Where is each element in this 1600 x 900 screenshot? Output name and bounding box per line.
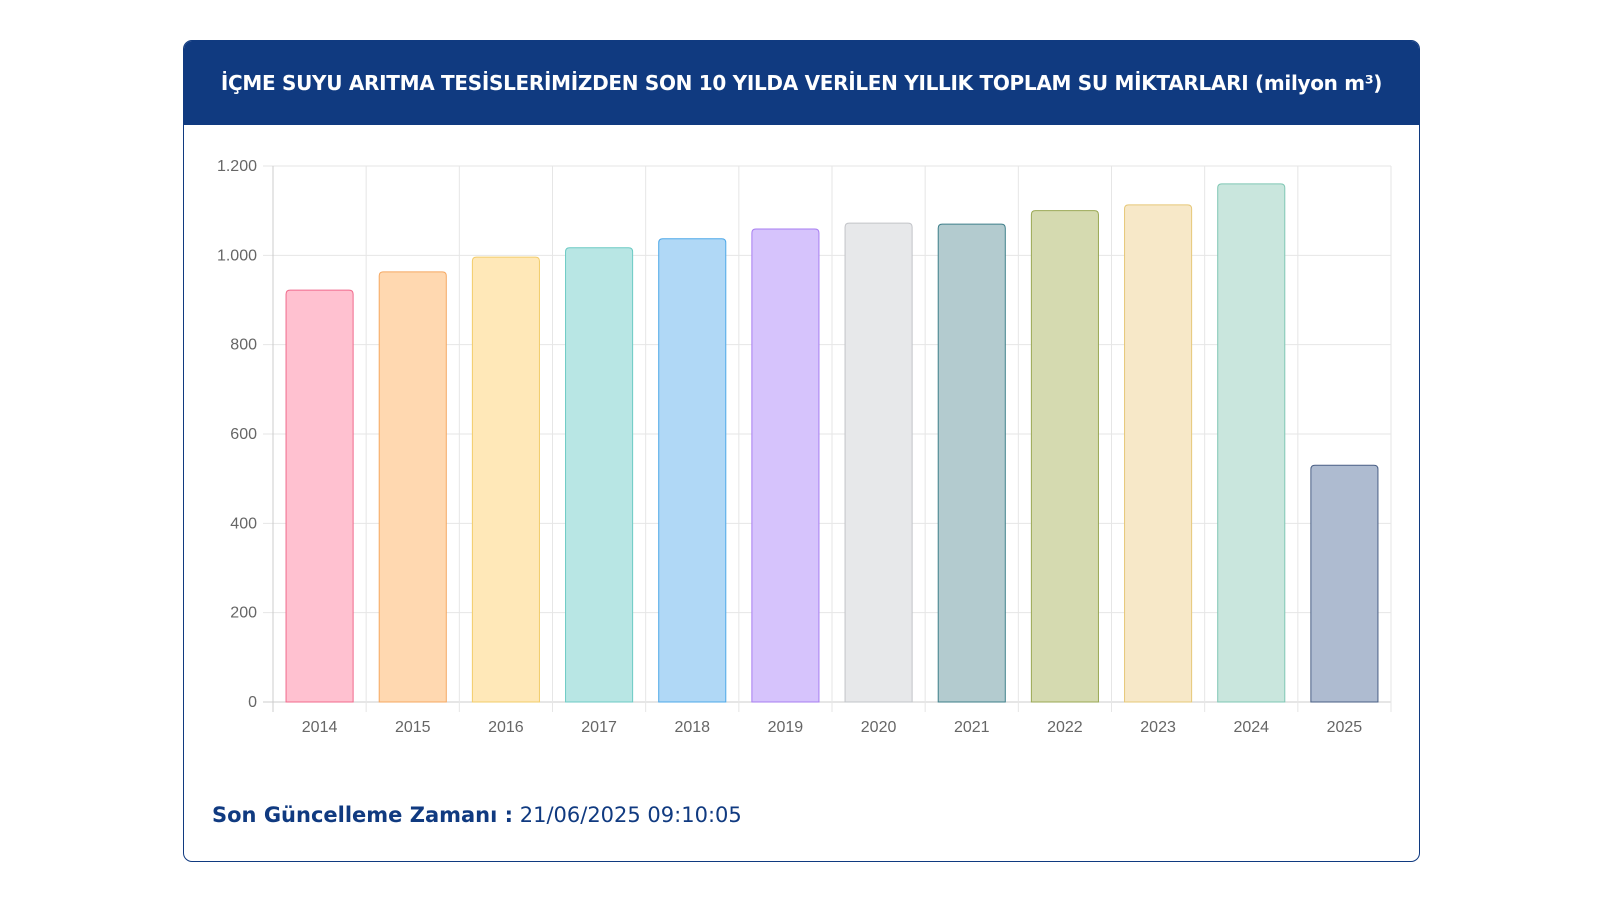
- bar-2021: [937, 223, 1006, 703]
- bar-chart: 0 200 400 600 800 1.000 1.200 2014 2015 2016 2017 2…: [217, 158, 1392, 736]
- chart-card: İÇME SUYU ARITMA TESİSLERİMİZDEN SON 10 …: [183, 40, 1420, 862]
- x-tick-label: 2023: [1140, 719, 1176, 736]
- y-tick-label: 400: [230, 515, 257, 532]
- last-update: Son Güncelleme Zamanı : 21/06/2025 09:10…: [212, 803, 742, 827]
- x-tick-label: 2022: [1047, 719, 1083, 736]
- bar-2024: [1217, 183, 1286, 703]
- x-tick-label: 2015: [395, 719, 431, 736]
- y-tick-label: 800: [230, 337, 257, 354]
- y-tick-label: 1.000: [217, 247, 257, 264]
- x-tick-label: 2018: [674, 719, 710, 736]
- last-update-label: Son Güncelleme Zamanı :: [212, 803, 514, 827]
- bar-2017: [565, 247, 634, 703]
- x-tick-label: 2020: [861, 719, 897, 736]
- y-tick-label: 0: [248, 694, 257, 711]
- bar-2016: [471, 256, 540, 703]
- last-update-value: 21/06/2025 09:10:05: [519, 803, 742, 827]
- chart-title: İÇME SUYU ARITMA TESİSLERİMİZDEN SON 10 …: [220, 71, 1383, 95]
- y-tick-label: 600: [230, 426, 257, 443]
- x-tick-label: 2014: [302, 719, 338, 736]
- card-header: İÇME SUYU ARITMA TESİSLERİMİZDEN SON 10 …: [184, 41, 1419, 125]
- x-tick-label: 2024: [1233, 719, 1269, 736]
- bar-2022: [1030, 210, 1099, 703]
- y-tick-label: 200: [230, 605, 257, 622]
- x-tick-label: 2021: [954, 719, 990, 736]
- bar-2018: [658, 238, 727, 703]
- bar-2025: [1310, 464, 1379, 703]
- bar-2020: [844, 222, 913, 703]
- bar-2015: [378, 271, 447, 703]
- x-tick-label: 2019: [768, 719, 804, 736]
- bar-2023: [1124, 204, 1193, 703]
- x-tick-label: 2025: [1327, 719, 1363, 736]
- bar-2019: [751, 228, 820, 703]
- x-tick-label: 2017: [581, 719, 617, 736]
- x-tick-label: 2016: [488, 719, 524, 736]
- bar-2014: [285, 289, 354, 703]
- y-tick-label: 1.200: [217, 158, 257, 175]
